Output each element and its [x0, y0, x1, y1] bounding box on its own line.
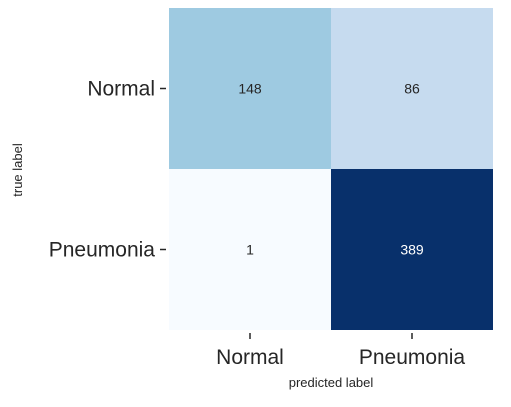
- cell-value-label: 389: [400, 242, 424, 258]
- x-tick-label-normal: Normal: [216, 346, 284, 369]
- y-tick-label-normal: Normal: [87, 78, 155, 101]
- tick-marks: [160, 87, 413, 339]
- y-axis-label: true label: [10, 143, 25, 197]
- cell-value-label: 148: [238, 81, 262, 97]
- x-axis-label: predicted label: [289, 375, 374, 390]
- heatmap-cell-normal-normal: [169, 8, 331, 169]
- cell-value-label: 1: [246, 242, 254, 258]
- tick-labels: Normal Pneumonia Normal Pneumonia: [49, 78, 466, 370]
- heatmap-cell-normal-pneumonia: [331, 8, 493, 169]
- heatmap-cells: 148 86 1 389: [169, 8, 493, 330]
- y-tick-label-pneumonia: Pneumonia: [49, 239, 156, 262]
- heatmap-cell-pneumonia-pneumonia: [331, 169, 493, 330]
- heatmap-cell-pneumonia-normal: [169, 169, 331, 330]
- x-tick-label-pneumonia: Pneumonia: [359, 346, 466, 369]
- cell-value-label: 86: [404, 81, 420, 97]
